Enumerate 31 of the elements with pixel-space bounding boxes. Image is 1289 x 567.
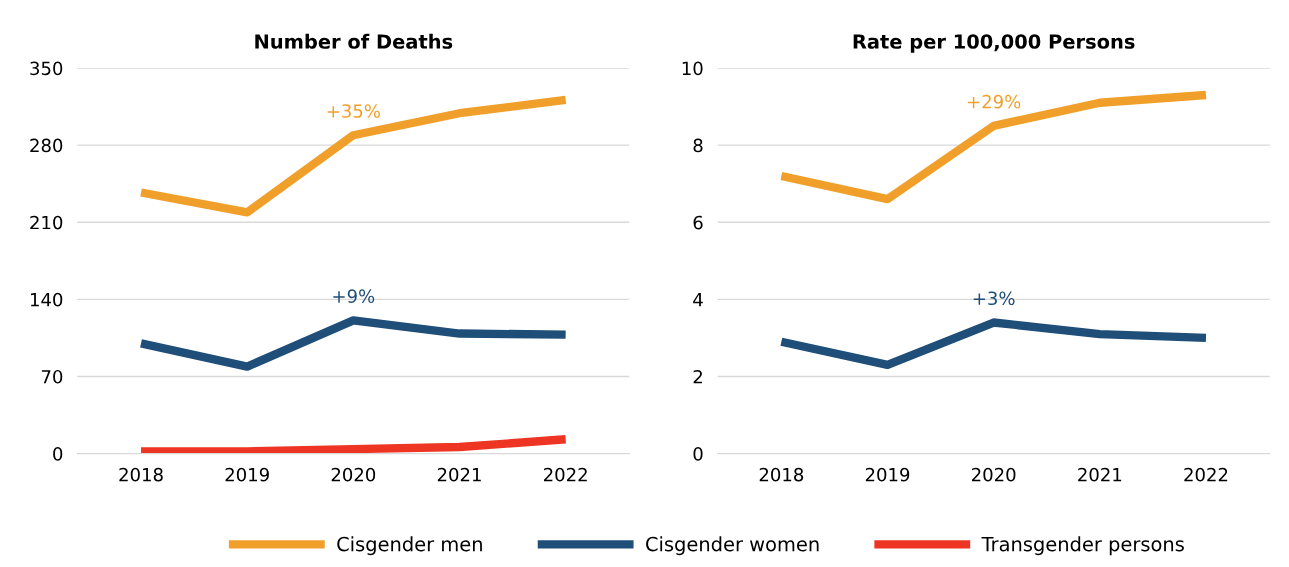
- legend-label: Cisgender women: [646, 536, 819, 556]
- annotation: +29%: [967, 94, 1021, 109]
- annotation: +35%: [327, 104, 380, 118]
- y-tick-label: 70: [41, 369, 63, 384]
- x-tick-label: 2020: [972, 467, 1016, 482]
- x-tick-label: 2019: [225, 467, 269, 482]
- y-tick-label: 8: [693, 138, 703, 153]
- legend-label: Transgender persons: [981, 536, 1184, 556]
- y-tick-label: 0: [53, 447, 63, 461]
- x-tick-label: 2018: [759, 467, 804, 482]
- y-tick-label: 350: [30, 61, 63, 76]
- y-tick-label: 2: [693, 369, 702, 384]
- x-tick-label: 2021: [437, 467, 481, 482]
- chart-title: Number of Deaths: [255, 33, 453, 49]
- y-tick-label: 280: [30, 138, 63, 153]
- x-tick-label: 2022: [1184, 467, 1228, 482]
- y-tick-label: 210: [30, 215, 63, 230]
- y-tick-label: 6: [693, 215, 703, 230]
- y-tick-label: 10: [682, 61, 703, 76]
- x-tick-label: 2022: [544, 467, 587, 482]
- x-tick-label: 2020: [331, 467, 376, 482]
- y-tick-label: 140: [30, 292, 63, 307]
- x-tick-label: 2019: [865, 467, 910, 482]
- y-tick-label: 4: [693, 293, 703, 307]
- x-tick-label: 2021: [1078, 467, 1122, 482]
- chart-title: Rate per 100,000 Persons: [853, 34, 1135, 53]
- y-tick-label: 0: [693, 447, 703, 461]
- annotation: +9%: [333, 289, 375, 303]
- legend-label: Cisgender men: [337, 536, 482, 556]
- annotation: +3%: [973, 291, 1015, 306]
- x-tick-label: 2018: [119, 467, 163, 482]
